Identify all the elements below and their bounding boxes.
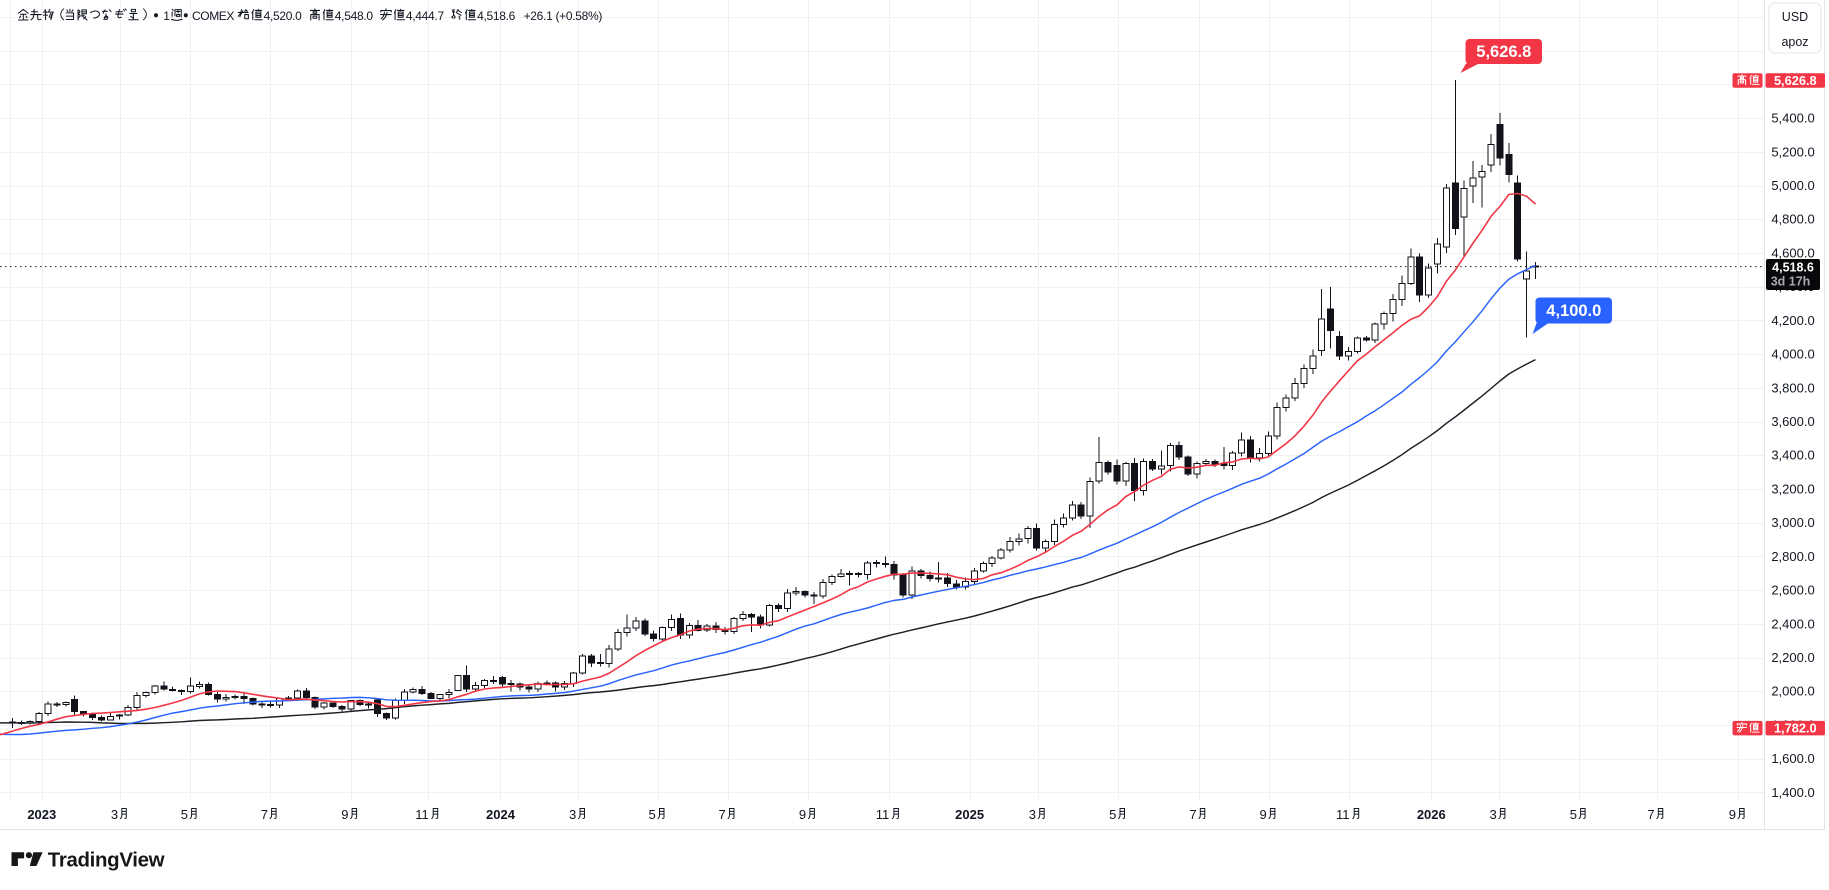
svg-text:2,800.0: 2,800.0	[1771, 549, 1814, 564]
svg-text:2,200.0: 2,200.0	[1771, 650, 1814, 665]
svg-text:3,200.0: 3,200.0	[1771, 481, 1814, 496]
svg-text:3: 3	[1029, 807, 1036, 822]
svg-text:3: 3	[569, 807, 576, 822]
svg-text:4,518.6: 4,518.6	[477, 9, 516, 23]
svg-text:5,626.8: 5,626.8	[1774, 73, 1817, 88]
svg-text:COMEX: COMEX	[192, 9, 234, 23]
svg-text:4,800.0: 4,800.0	[1771, 212, 1814, 227]
svg-text:4,200.0: 4,200.0	[1771, 313, 1814, 328]
svg-text:7: 7	[719, 807, 726, 822]
svg-text:2024: 2024	[486, 807, 516, 822]
svg-text:4,600.0: 4,600.0	[1771, 245, 1814, 260]
svg-text:4,518.6: 4,518.6	[1772, 260, 1814, 274]
svg-text:3: 3	[111, 807, 118, 822]
svg-text:4,520.0: 4,520.0	[264, 9, 303, 23]
svg-text:4,548.0: 4,548.0	[335, 9, 374, 23]
svg-text:11: 11	[1336, 807, 1350, 822]
svg-text:5,400.0: 5,400.0	[1771, 111, 1814, 126]
svg-text:+26.1 (+0.58%): +26.1 (+0.58%)	[524, 9, 603, 23]
svg-text:TradingView: TradingView	[48, 849, 165, 871]
svg-text:2,000.0: 2,000.0	[1771, 684, 1814, 699]
svg-text:3d 17h: 3d 17h	[1771, 274, 1811, 288]
svg-text:3,800.0: 3,800.0	[1771, 380, 1814, 395]
svg-text:5: 5	[1570, 807, 1577, 822]
svg-text:2026: 2026	[1417, 807, 1446, 822]
svg-text:3,400.0: 3,400.0	[1771, 448, 1814, 463]
svg-text:5,626.8: 5,626.8	[1476, 43, 1531, 61]
svg-text:4,444.7: 4,444.7	[406, 9, 445, 23]
svg-text:2025: 2025	[955, 807, 984, 822]
svg-text:4,100.0: 4,100.0	[1546, 302, 1601, 320]
svg-text:1: 1	[163, 9, 170, 23]
svg-text:9: 9	[1729, 807, 1736, 822]
svg-text:4,000.0: 4,000.0	[1771, 347, 1814, 362]
svg-text:7: 7	[1189, 807, 1196, 822]
svg-text:2,600.0: 2,600.0	[1771, 583, 1814, 598]
svg-text:5,000.0: 5,000.0	[1771, 178, 1814, 193]
svg-text:USD: USD	[1782, 10, 1808, 24]
svg-text:9: 9	[1260, 807, 1267, 822]
svg-text:11: 11	[876, 807, 890, 822]
svg-text:1,400.0: 1,400.0	[1771, 785, 1814, 800]
svg-text:2023: 2023	[27, 807, 56, 822]
svg-text:11: 11	[415, 807, 429, 822]
svg-text:3,000.0: 3,000.0	[1771, 515, 1814, 530]
svg-text:5: 5	[649, 807, 656, 822]
svg-text:9: 9	[799, 807, 806, 822]
svg-text:3,600.0: 3,600.0	[1771, 414, 1814, 429]
svg-text:2,400.0: 2,400.0	[1771, 616, 1814, 631]
svg-text:7: 7	[1647, 807, 1654, 822]
svg-text:apoz: apoz	[1781, 35, 1808, 49]
svg-text:5,200.0: 5,200.0	[1771, 144, 1814, 159]
svg-text:7: 7	[261, 807, 268, 822]
svg-text:5: 5	[1109, 807, 1116, 822]
svg-text:1,782.0: 1,782.0	[1774, 721, 1817, 736]
svg-text:9: 9	[341, 807, 348, 822]
svg-text:3: 3	[1490, 807, 1497, 822]
svg-text:1,600.0: 1,600.0	[1771, 751, 1814, 766]
svg-text:5: 5	[181, 807, 188, 822]
